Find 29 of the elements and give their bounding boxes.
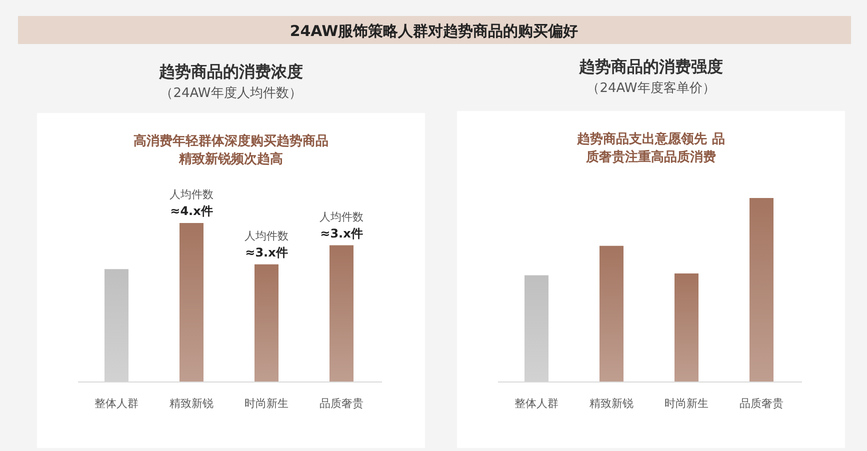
text: 趋势商品支出意愿领先 品质奢贵注重高品质消费 (576, 131, 725, 165)
bar (254, 264, 278, 382)
bar (750, 198, 774, 382)
annotation: 人均件数 (320, 210, 364, 224)
bar (600, 246, 624, 382)
bar (674, 273, 698, 382)
x-tick-label: 整体人群 (94, 397, 138, 410)
x-tick-label: 品质奢贵 (320, 397, 364, 410)
annotation: 人均件数 (244, 229, 288, 242)
text: 高消费年轻群体深度购买趋势商品精致新锐频次趋高 (134, 133, 328, 167)
bar (104, 269, 128, 382)
chart-subtitle: （24AW年度客单价） (586, 80, 716, 96)
chart-title: 趋势商品的消费浓度 (158, 62, 303, 81)
header-banner: 24AW服饰策略人群对趋势商品的购买偏好 (18, 16, 851, 44)
x-tick-label: 时尚新生 (664, 397, 708, 410)
chart-subtitle: （24AW年度人均件数） (160, 85, 302, 101)
bar (180, 223, 204, 382)
annotation: ≈3.x件 (320, 226, 363, 240)
x-tick-label: 整体人群 (514, 397, 558, 410)
x-tick-label: 精致新锐 (170, 397, 214, 410)
x-tick-label: 品质奢贵 (740, 397, 784, 410)
x-tick-label: 精致新锐 (590, 397, 634, 410)
annotation: ≈4.x件 (170, 204, 213, 218)
bar (524, 275, 548, 382)
annotation: ≈3.x件 (245, 245, 288, 260)
bar (330, 245, 354, 382)
chart-title: 趋势商品的消费强度 (578, 57, 723, 76)
x-tick-label: 时尚新生 (244, 397, 288, 410)
annotation: 人均件数 (170, 188, 214, 201)
